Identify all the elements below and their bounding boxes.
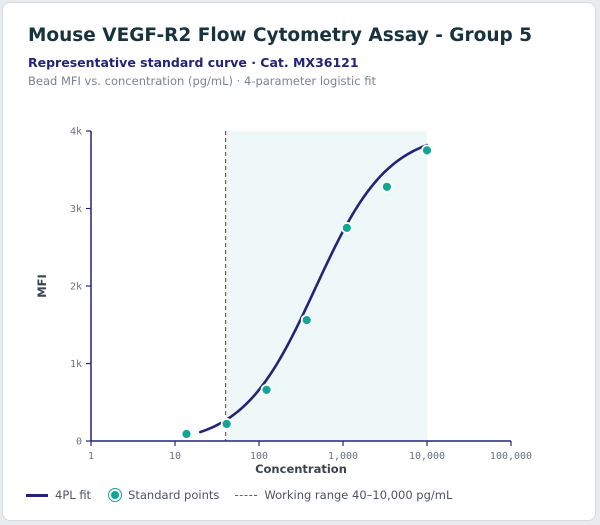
legend-label-fit: 4PL fit — [55, 488, 92, 502]
y-tick-label: 3k — [70, 204, 82, 215]
y-tick-label: 1k — [70, 359, 82, 370]
x-tick-label: 100 — [250, 451, 268, 462]
y-axis-title: MFI — [35, 274, 49, 298]
legend-label-points: Standard points — [128, 488, 220, 502]
legend-swatch-fit — [26, 493, 48, 497]
legend-label-working-range: Working range 40–10,000 pg/mL — [264, 488, 453, 502]
standard-point — [421, 144, 433, 157]
legend-swatch-working-range — [235, 494, 258, 496]
chart-subtitle: Representative standard curve · Cat. MX3… — [28, 55, 359, 70]
legend: 4PL fit Standard points Working range 40… — [26, 488, 468, 502]
legend-item-points: Standard points — [107, 488, 219, 502]
standard-point — [340, 221, 353, 234]
standard-point — [180, 428, 193, 440]
legend-item-fit: 4PL fit — [26, 488, 91, 502]
standard-point — [300, 314, 313, 327]
x-tick-label: 100,000 — [490, 451, 532, 462]
legend-item-working-range: Working range 40–10,000 pg/mL — [235, 488, 452, 502]
y-tick-label: 2k — [70, 282, 82, 293]
y-tick-label: 0 — [76, 437, 82, 448]
x-tick-label: 10 — [169, 451, 181, 462]
x-tick-label: 1,000 — [328, 451, 358, 462]
y-tick-label: 4k — [70, 127, 82, 138]
chart-caption: Bead MFI vs. concentration (pg/mL) · 4-p… — [28, 74, 376, 88]
standard-point — [260, 383, 273, 396]
fit-curve — [198, 143, 429, 434]
legend-swatch-points — [109, 489, 122, 501]
x-tick-label: 10,000 — [409, 451, 445, 462]
x-tick-label: 1 — [88, 451, 94, 462]
standard-point — [381, 180, 393, 193]
x-axis-title: Concentration — [255, 462, 347, 476]
chart-title: Mouse VEGF-R2 Flow Cytometry Assay - Gro… — [28, 25, 533, 46]
standard-point — [220, 418, 233, 430]
